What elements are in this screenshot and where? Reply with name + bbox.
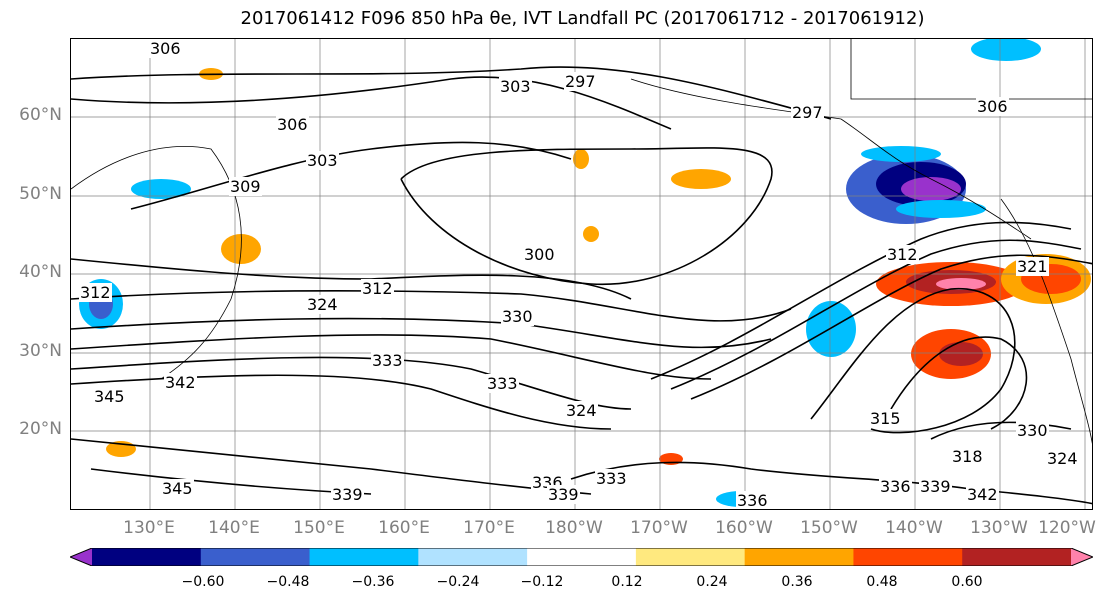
contour-label: 333 (595, 469, 628, 488)
contour-label: 300 (523, 245, 556, 264)
colorbar-tick-label: −0.60 (181, 574, 225, 590)
lat-label: 60°N (19, 105, 62, 125)
contour-lines (71, 66, 1092, 505)
map-canvas (71, 39, 1092, 509)
contour-label: 330 (1016, 421, 1049, 440)
contour-label: 297 (564, 72, 597, 91)
map-title: 2017061412 F096 850 hPa θe, IVT Landfall… (240, 8, 925, 29)
colorbar-tick-label: −0.12 (520, 574, 564, 590)
colorbar-segment (309, 548, 419, 566)
colorbar-tick-label: −0.36 (351, 574, 395, 590)
colorbar-segment (92, 548, 202, 566)
colorbar-segment (635, 548, 746, 566)
contour-label: 345 (161, 479, 194, 498)
lon-label: 160°W (715, 518, 773, 538)
lat-label: 20°N (19, 419, 62, 439)
contour-label: 330 (501, 307, 534, 326)
lon-label: 130°W (970, 518, 1028, 538)
contour-label: 324 (1046, 449, 1079, 468)
colorbar-tick-label: 0.48 (866, 574, 898, 590)
lon-label: 160°E (378, 518, 430, 538)
contour-label: 342 (164, 373, 197, 392)
lon-label: 170°W (630, 518, 688, 538)
contour-label: 333 (371, 351, 404, 370)
shade-blob (573, 149, 589, 169)
colorbar-extend-min (70, 548, 92, 566)
contour-label: 297 (791, 103, 824, 122)
colorbar-segment (527, 548, 637, 566)
lon-label: 180°W (545, 518, 603, 538)
shade-blob (806, 301, 856, 357)
contour-label: 312 (79, 283, 112, 302)
colorbar-tick-label: −0.48 (266, 574, 310, 590)
colorbar-tick-label: 0.24 (696, 574, 728, 590)
colorbar-segment (200, 548, 311, 566)
colorbar-segment (853, 548, 963, 566)
lat-label: 50°N (19, 184, 62, 204)
lon-label: 170°E (463, 518, 515, 538)
contour-label: 306 (149, 39, 182, 58)
colorbar-extend-max (1071, 548, 1093, 566)
contour-label: 342 (966, 485, 999, 504)
shade-blob (939, 342, 983, 366)
lon-label: 140°W (885, 518, 943, 538)
contour-label: 318 (951, 447, 984, 466)
contour-label: 306 (976, 97, 1009, 116)
contour-label: 339 (919, 477, 952, 496)
colorbar-tick-label: 0.36 (781, 574, 813, 590)
contour-label: 303 (306, 151, 339, 170)
contour-label: 339 (547, 485, 580, 504)
colorbar-segments (70, 548, 1093, 566)
lat-label: 40°N (19, 262, 62, 282)
lat-label: 30°N (19, 341, 62, 361)
shade-blob (896, 200, 986, 218)
shade-blob (971, 39, 1041, 61)
lon-label: 150°E (293, 518, 345, 538)
shade-blob (583, 226, 599, 242)
shade-blob (131, 179, 191, 199)
contour-label: 303 (499, 77, 532, 96)
colorbar-segment (744, 548, 854, 566)
colorbar-segment (962, 548, 1072, 566)
contour-label: 324 (306, 295, 339, 314)
contour-label: 339 (331, 485, 364, 504)
colorbar (70, 548, 1093, 566)
lon-label: 150°W (800, 518, 858, 538)
contour-label: 306 (276, 115, 309, 134)
colorbar-segment (418, 548, 528, 566)
colorbar-tick-label: 0.60 (951, 574, 983, 590)
contour-label: 315 (869, 409, 902, 428)
map-panel: 306 297 303 297 306 306 303 309 300 312 … (70, 38, 1093, 510)
contour-label: 333 (486, 374, 519, 393)
shade-blob (901, 177, 961, 201)
contour-label: 312 (886, 245, 919, 264)
shade-blob (671, 169, 731, 189)
contour-label: 336 (879, 477, 912, 496)
contour-label: 312 (361, 279, 394, 298)
shade-blob (861, 146, 941, 162)
colorbar-tick-label: −0.24 (436, 574, 480, 590)
contour-label: 324 (565, 401, 598, 420)
lon-label: 120°W (1038, 518, 1096, 538)
shade-blob (936, 278, 986, 290)
contour-label: 321 (1016, 257, 1049, 276)
coastlines (71, 39, 1092, 445)
colorbar-tick-label: 0.12 (611, 574, 643, 590)
lon-label: 140°E (208, 518, 260, 538)
lon-label: 130°E (123, 518, 175, 538)
contour-label: 345 (93, 387, 126, 406)
contour-label: 336 (736, 491, 769, 510)
contour-label: 309 (229, 177, 262, 196)
